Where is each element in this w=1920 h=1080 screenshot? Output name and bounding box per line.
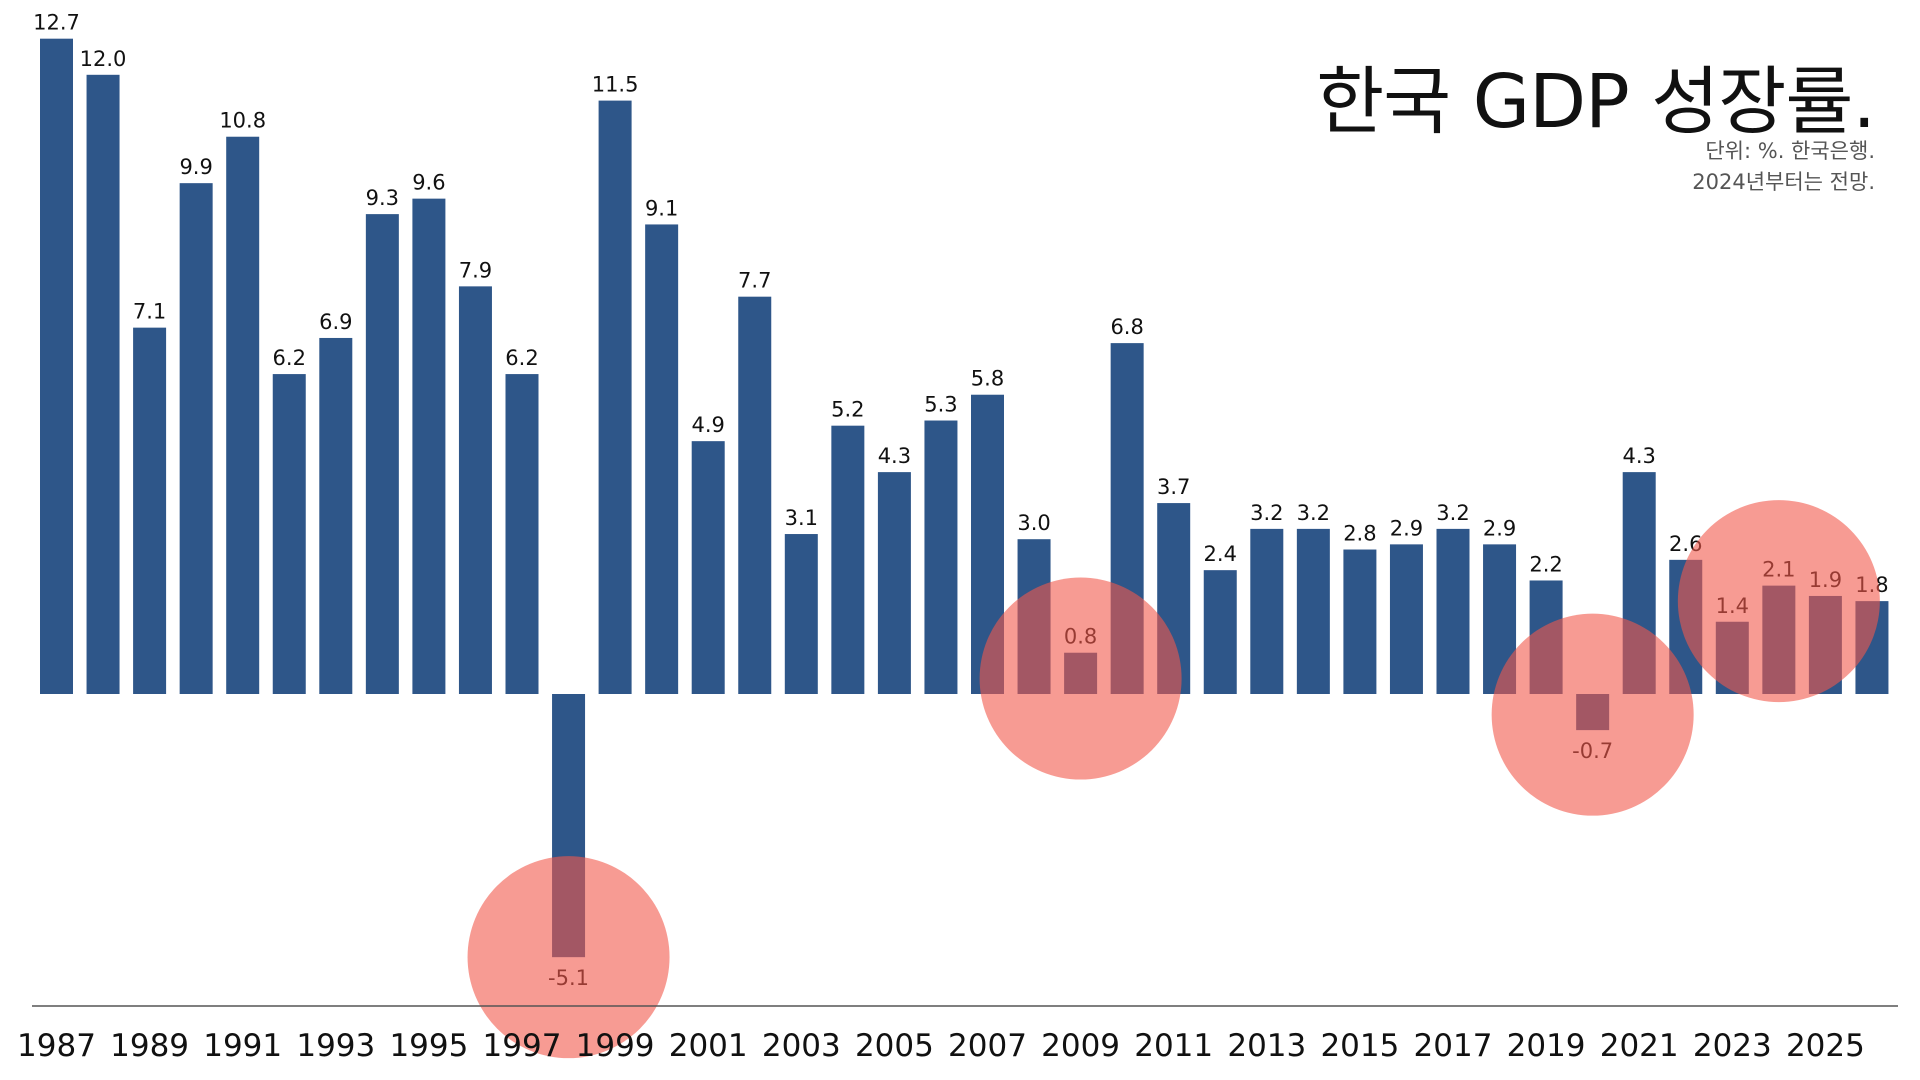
value-label-2021: 4.3	[1622, 444, 1655, 468]
value-label-1988: 12.0	[80, 47, 127, 71]
value-label-2017: 3.2	[1436, 501, 1469, 525]
bar-2014	[1296, 528, 1330, 694]
value-label-1995: 9.6	[412, 171, 445, 195]
x-tick-label-1993: 1993	[296, 1028, 375, 1064]
value-label-1997: 6.2	[505, 346, 538, 370]
bar-2004	[831, 425, 865, 694]
subtitle-source-line: 단위: %. 한국은행.	[1705, 139, 1875, 163]
x-tick-label-1991: 1991	[203, 1028, 282, 1064]
value-label-1999: 11.5	[592, 73, 639, 97]
value-label-2007: 5.8	[971, 367, 1004, 391]
value-label-1996: 7.9	[459, 258, 492, 282]
bar-1995	[412, 198, 446, 694]
bar-2017	[1436, 528, 1470, 694]
x-tick-label-1995: 1995	[389, 1028, 468, 1064]
x-tick-label-2019: 2019	[1507, 1028, 1586, 1064]
chart-title: 한국 GDP 성장률.	[1316, 59, 1876, 145]
x-tick-label-1997: 1997	[483, 1028, 562, 1064]
bar-2000	[645, 224, 679, 694]
value-label-2015: 2.8	[1343, 522, 1376, 546]
x-tick-label-2017: 2017	[1414, 1028, 1493, 1064]
bar-1989	[133, 327, 167, 694]
bar-2016	[1389, 544, 1423, 694]
value-label-1993: 6.9	[319, 310, 352, 334]
x-tick-label-2023: 2023	[1693, 1028, 1772, 1064]
value-label-2000: 9.1	[645, 196, 678, 220]
value-label-2006: 5.3	[924, 393, 957, 417]
value-label-2013: 3.2	[1250, 501, 1283, 525]
x-tick-label-2015: 2015	[1320, 1028, 1399, 1064]
bar-1997	[505, 374, 539, 694]
x-tick-label-2003: 2003	[762, 1028, 841, 1064]
chart-subtitle: 단위: %. 한국은행. 2024년부터는 전망.	[1692, 136, 1875, 198]
x-tick-label-2009: 2009	[1041, 1028, 1120, 1064]
value-label-2004: 5.2	[831, 398, 864, 422]
x-tick-label-1999: 1999	[576, 1028, 655, 1064]
value-label-2016: 2.9	[1390, 516, 1423, 540]
value-label-2014: 3.2	[1297, 501, 1330, 525]
value-label-1990: 9.9	[179, 155, 212, 179]
subtitle-forecast-note: 2024년부터는 전망.	[1692, 170, 1875, 194]
bar-2012	[1203, 570, 1237, 694]
value-label-1994: 9.3	[366, 186, 399, 210]
x-tick-label-1987: 1987	[17, 1028, 96, 1064]
x-tick-label-1989: 1989	[110, 1028, 189, 1064]
highlight-circle-1998	[467, 856, 670, 1059]
value-label-2003: 3.1	[785, 506, 818, 530]
value-label-1987: 12.7	[33, 11, 80, 35]
value-label-2005: 4.3	[878, 444, 911, 468]
bar-2002	[738, 296, 772, 694]
value-label-2002: 7.7	[738, 269, 771, 293]
x-tick-label-2007: 2007	[948, 1028, 1027, 1064]
x-tick-label-2013: 2013	[1227, 1028, 1306, 1064]
value-label-1991: 10.8	[219, 109, 266, 133]
bar-1993	[319, 337, 353, 694]
value-label-2008: 3.0	[1017, 511, 1050, 535]
bar-2001	[691, 441, 725, 694]
x-tick-label-2025: 2025	[1786, 1028, 1865, 1064]
value-label-2018: 2.9	[1483, 516, 1516, 540]
bar-2005	[877, 472, 911, 694]
value-label-1989: 7.1	[133, 300, 166, 324]
value-label-2019: 2.2	[1529, 552, 1562, 576]
value-label-1992: 6.2	[273, 346, 306, 370]
bar-2006	[924, 420, 958, 694]
x-tick-label-2011: 2011	[1134, 1028, 1213, 1064]
highlight-circle-2009	[979, 577, 1182, 780]
bar-1999	[598, 100, 632, 695]
bar-1994	[365, 214, 399, 694]
x-tick-label-2001: 2001	[669, 1028, 748, 1064]
highlight-circle-2020	[1491, 613, 1694, 816]
value-label-2001: 4.9	[691, 413, 724, 437]
bar-2013	[1250, 528, 1284, 694]
bar-1991	[226, 136, 260, 695]
value-label-2012: 2.4	[1204, 542, 1237, 566]
value-label-2010: 6.8	[1110, 315, 1143, 339]
value-label-2011: 3.7	[1157, 475, 1190, 499]
bar-1987	[40, 38, 73, 695]
bar-1992	[272, 374, 306, 694]
x-tick-label-2021: 2021	[1600, 1028, 1679, 1064]
bar-1996	[458, 286, 492, 694]
x-tick-label-2005: 2005	[855, 1028, 934, 1064]
bar-2003	[784, 534, 818, 694]
highlight-circle-2024	[1677, 500, 1880, 703]
bar-2015	[1343, 549, 1377, 694]
bar-1988	[86, 74, 120, 695]
bar-1990	[179, 183, 213, 694]
